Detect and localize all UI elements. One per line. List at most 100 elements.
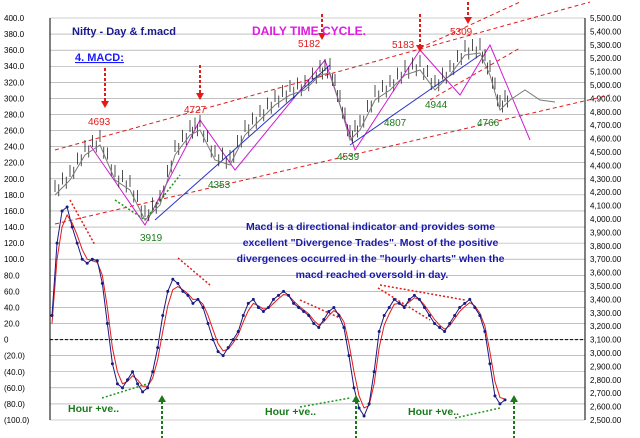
green-up-arrowhead (510, 395, 518, 402)
red-divergence-3 (299, 299, 341, 319)
macd-point (367, 402, 371, 406)
macd-point (292, 301, 296, 305)
macd-point (201, 305, 205, 309)
left-tick-label: 280.0 (4, 110, 25, 119)
left-tick-label: 40.0 (4, 303, 20, 312)
left-tick-label: 320.0 (4, 78, 25, 87)
macd-point (302, 309, 306, 313)
price-bars (54, 38, 556, 222)
right-tick-label: 2,800.00 (590, 376, 622, 385)
macd-lines (50, 205, 507, 418)
left-tick-label: 300.0 (4, 94, 25, 103)
macd-point (488, 362, 492, 366)
macd-point (473, 305, 477, 309)
macd-point (70, 225, 74, 229)
macd-point (90, 257, 94, 261)
macd-point (55, 241, 59, 245)
chart-title: Nifty - Day & f.macd (72, 26, 176, 38)
macd-point (261, 309, 265, 313)
left-tick-label: (20.0) (4, 352, 25, 361)
right-tick-label: 4,000.00 (590, 215, 622, 224)
macd-point (287, 293, 291, 297)
macd-point (322, 318, 326, 321)
mid-channel-line (429, 47, 521, 101)
price-label-5182: 5182 (298, 39, 321, 50)
macd-point (468, 297, 472, 301)
macd-point (478, 313, 482, 317)
macd-point (181, 289, 185, 293)
macd-point (136, 382, 140, 386)
left-tick-label: 240.0 (4, 143, 25, 152)
right-tick-label: 4,400.00 (590, 161, 622, 170)
price-label-4693: 4693 (88, 117, 111, 128)
right-axis: 5,500.00 5,400.00 5,300.00 5,200.00 5,100.00… (590, 14, 622, 425)
macd-point (80, 257, 84, 261)
moving-average-line (54, 52, 556, 221)
right-tick-label: 5,300.00 (590, 41, 622, 50)
macd-point (85, 261, 89, 265)
left-tick-label: 140.0 (4, 223, 25, 232)
hour-label-3: Hour +ve.. (408, 406, 459, 418)
macd-point (131, 370, 135, 374)
price-label-4727: 4727 (184, 105, 207, 116)
macd-point (498, 402, 502, 406)
right-tick-label: 3,200.00 (590, 322, 622, 331)
macd-point (407, 297, 411, 301)
macd-point (115, 382, 119, 386)
macd-point (382, 313, 386, 317)
left-tick-label: 360.0 (4, 46, 25, 55)
right-tick-label: 5,000.00 (590, 81, 622, 90)
price-label-4539: 4539 (337, 152, 360, 163)
left-tick-label: 160.0 (4, 207, 25, 216)
left-tick-label: 340.0 (4, 62, 25, 71)
macd-point (236, 330, 240, 334)
macd-point (332, 305, 336, 309)
right-tick-label: 4,100.00 (590, 202, 622, 211)
left-tick-label: 220.0 (4, 159, 25, 168)
macd-point (50, 313, 54, 317)
price-label-5183: 5183 (392, 40, 415, 51)
macd-point (347, 354, 351, 358)
macd-point (428, 313, 431, 317)
left-tick-label: 20.0 (4, 320, 20, 329)
macd-point (412, 293, 416, 297)
left-tick-label: 100.0 (4, 255, 25, 264)
macd-point (277, 293, 280, 297)
macd-point (156, 346, 160, 350)
right-tick-label: 4,800.00 (590, 108, 622, 117)
price-label-3919: 3919 (140, 233, 163, 244)
macd-point (493, 394, 497, 398)
macd-point (191, 301, 195, 305)
right-tick-label: 5,200.00 (590, 54, 622, 63)
right-tick-label: 5,400.00 (590, 27, 622, 36)
macd-point (256, 305, 260, 309)
macd-point (392, 297, 396, 301)
red-divergence-1 (69, 199, 96, 246)
arrows (101, 2, 518, 438)
lower-channel-line (54, 94, 611, 225)
right-tick-label: 3,500.00 (590, 282, 622, 291)
macd-point (105, 322, 109, 326)
left-tick-label: 200.0 (4, 175, 25, 184)
macd-point (216, 350, 220, 354)
right-tick-label: 3,100.00 (590, 336, 622, 345)
red-down-arrowhead (101, 101, 109, 108)
macd-point (171, 277, 175, 281)
upper-channel-line (54, 1, 591, 151)
signal-line (51, 213, 506, 409)
macd-point (422, 305, 426, 309)
macd-point (271, 297, 275, 301)
section-label: 4. MACD: (75, 52, 124, 64)
right-tick-label: 2,500.00 (590, 416, 622, 425)
macd-point (282, 289, 286, 293)
left-tick-label: 80.0 (4, 271, 20, 280)
right-tick-label: 3,700.00 (590, 255, 622, 264)
right-tick-label: 2,600.00 (590, 403, 622, 412)
macd-point (186, 293, 190, 297)
right-tick-label: 4,300.00 (590, 175, 622, 184)
macd-point (241, 313, 245, 317)
macd-point (95, 259, 99, 263)
right-tick-label: 3,800.00 (590, 242, 622, 251)
price-label-4766: 4766 (477, 118, 500, 129)
